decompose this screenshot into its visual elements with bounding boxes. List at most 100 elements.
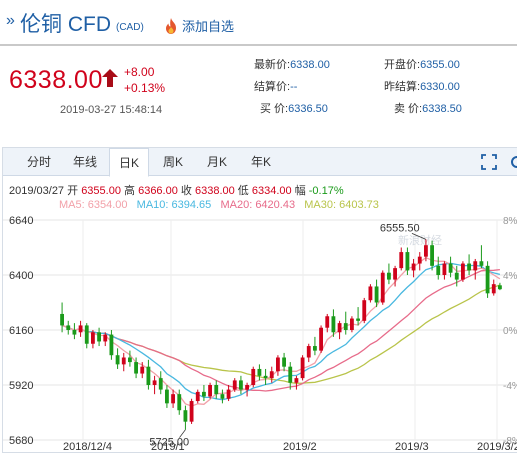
legend-ma10: MA10: 6394.65 xyxy=(136,199,212,211)
x-tick-label: 2018/12/4 xyxy=(63,441,112,453)
instrument-subtitle: (CAD) xyxy=(116,22,144,33)
y-tick-label: 5920 xyxy=(9,380,33,392)
tab-daily-k[interactable]: 日K xyxy=(109,148,149,177)
info-open: 开盘价:6355.00 xyxy=(384,59,460,71)
candle-body xyxy=(66,325,71,330)
watermark-text: 新浪财经 xyxy=(398,233,442,247)
legend-ma30: MA30: 6403.73 xyxy=(304,199,379,211)
candle-body xyxy=(103,334,108,342)
candle-body xyxy=(245,385,249,390)
candle-body xyxy=(276,357,280,372)
tab-monthly-k[interactable]: 月K xyxy=(206,155,227,169)
ohlc-readout: 2019/03/27 开 6355.00 高 6366.00 收 6338.00… xyxy=(9,185,344,197)
y-tick-label: 6160 xyxy=(9,325,33,337)
y-tick-label-right: 8% xyxy=(503,216,517,227)
candle-body xyxy=(313,346,317,351)
candle-body xyxy=(485,265,490,294)
min-label: 5725.00 xyxy=(149,437,189,449)
legend-ma20: MA20: 6420.43 xyxy=(220,199,296,211)
info-prev-settle: 昨结算:6330.00 xyxy=(384,81,460,93)
candle-body xyxy=(399,252,404,269)
candle-body xyxy=(300,357,305,379)
info-ask: 卖 价:6338.50 xyxy=(394,103,462,115)
candle-body xyxy=(294,378,299,383)
candle-body xyxy=(325,316,330,328)
candle-body xyxy=(319,327,323,351)
candle-body xyxy=(97,332,101,342)
ma10-line xyxy=(61,262,501,401)
candle-body xyxy=(226,389,231,399)
x-tick-label: 2019/2 xyxy=(283,441,317,453)
kline-chart[interactable]: 6640 8% 6400 4% 6160 0% 5920 -4% 5680 -8% 2018/12/… xyxy=(3,148,517,453)
max-pointer xyxy=(411,232,427,240)
candle-body xyxy=(202,391,206,397)
y-tick-label-right: -4% xyxy=(503,381,517,392)
candle-body xyxy=(263,375,268,379)
candle-body xyxy=(491,284,496,294)
instrument-title: 伦铜 CFD xyxy=(20,13,111,36)
candle-body xyxy=(78,325,83,333)
candle-body xyxy=(337,323,342,333)
candle-body xyxy=(362,300,367,321)
candle-body xyxy=(461,263,465,280)
candle-body xyxy=(380,272,385,303)
candle-body xyxy=(498,285,502,290)
candle-body xyxy=(442,263,447,275)
candle-body xyxy=(158,378,163,390)
candle-body xyxy=(177,394,182,411)
candle-body xyxy=(91,332,95,344)
tab-weekly-k[interactable]: 周K xyxy=(162,155,183,169)
candle-body xyxy=(387,272,391,280)
tab-intraday[interactable]: 分时 xyxy=(26,155,51,169)
candle-body xyxy=(183,410,188,422)
y-tick-label: 6400 xyxy=(9,270,33,282)
candle-body xyxy=(424,245,428,257)
y-tick-label-right: 0% xyxy=(503,326,517,337)
candle-body xyxy=(436,265,441,275)
quote-timestamp: 2019-03-27 15:48:14 xyxy=(60,104,163,116)
candle-body xyxy=(368,286,373,301)
x-tick-label: 2019/3 xyxy=(395,441,429,453)
candle-body xyxy=(467,263,471,271)
ma30-line xyxy=(61,284,501,384)
candle-body xyxy=(473,261,478,271)
tab-yearly-k[interactable]: 年K xyxy=(250,155,271,169)
title-bar: » 伦铜 CFD (CAD) 添加自选 xyxy=(0,0,517,46)
add-favorite-label: 添加自选 xyxy=(182,19,235,34)
candle-body xyxy=(411,263,416,271)
candle-body xyxy=(448,263,453,273)
y-tick-label: 5680 xyxy=(9,435,33,447)
tab-year-line[interactable]: 年线 xyxy=(72,155,97,169)
candle-body xyxy=(232,380,237,390)
candle-body xyxy=(269,371,274,379)
candle-body xyxy=(282,357,286,367)
candle-body xyxy=(72,330,77,335)
candle-body xyxy=(220,394,225,399)
ma5-line xyxy=(61,256,501,407)
candle-body xyxy=(350,318,354,330)
info-bid: 买 价:6336.50 xyxy=(260,103,328,115)
candle-body xyxy=(214,385,219,395)
candle-body xyxy=(374,286,379,303)
info-settle: 结算价:-- xyxy=(254,81,298,93)
fullscreen-icon[interactable] xyxy=(481,154,497,170)
change-value: +8.00 xyxy=(124,65,155,79)
candle-body xyxy=(189,401,194,422)
y-tick-label: 6640 xyxy=(9,215,33,227)
arrow-up-icon xyxy=(102,69,118,87)
candle-body xyxy=(171,394,175,404)
period-tabs: 分时 年线 日K 周K 月K 年K xyxy=(3,148,517,177)
last-price: 6338.00 xyxy=(9,66,103,94)
add-favorite-button[interactable]: 添加自选 xyxy=(164,16,234,35)
max-label: 6555.50 xyxy=(380,222,420,234)
price-change: +8.00 +0.13% xyxy=(124,64,165,96)
candle-body xyxy=(84,325,89,344)
min-pointer xyxy=(179,429,186,438)
x-tick-label: 2019/3/27 xyxy=(477,441,517,453)
y-tick-label-right: -8% xyxy=(503,436,517,447)
candle-body xyxy=(393,268,397,280)
candle-body xyxy=(306,346,311,358)
candle-body xyxy=(134,362,138,374)
candle-body xyxy=(60,313,64,326)
settings-icon[interactable] xyxy=(509,154,517,170)
